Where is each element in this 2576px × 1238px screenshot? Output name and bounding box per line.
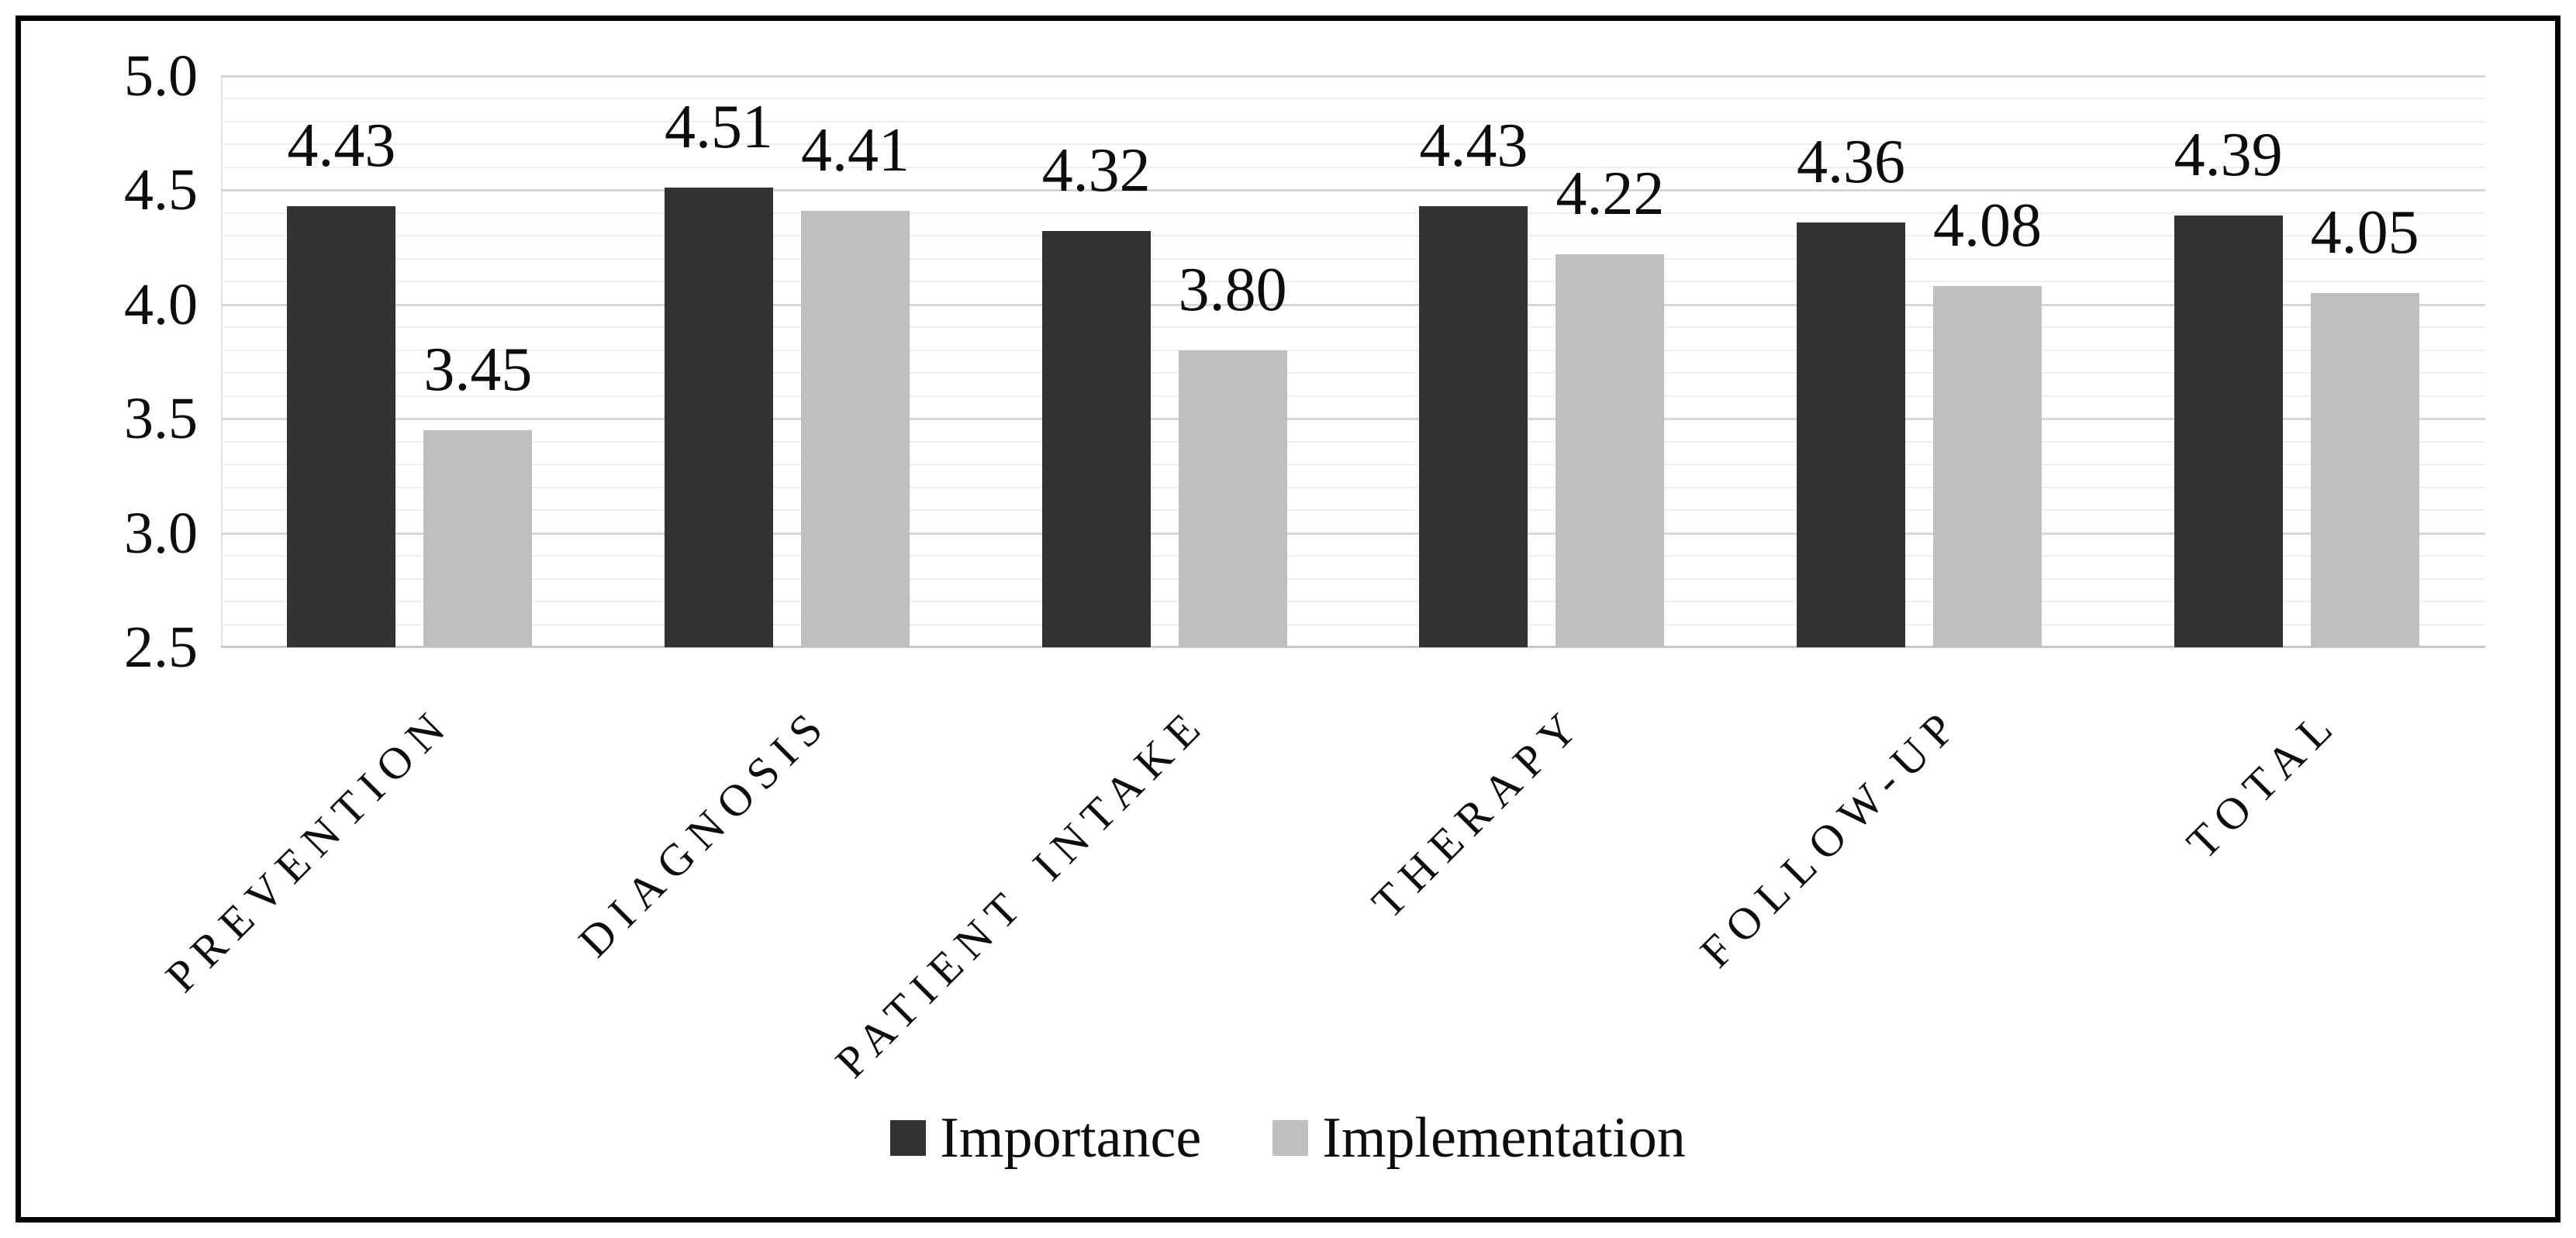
gridline-minor [221, 143, 2485, 146]
gridline-minor [221, 98, 2485, 100]
gridline-major [221, 418, 2485, 421]
legend-item: Implementation [1272, 1102, 1686, 1174]
x-axis-line [221, 646, 2485, 648]
gridline-minor [221, 578, 2485, 580]
gridline-minor [221, 601, 2485, 603]
legend-swatch-importance [890, 1120, 927, 1156]
y-tick-label: 2.5 [124, 615, 198, 680]
y-tick-label: 5.0 [124, 43, 198, 109]
gridline-minor [221, 281, 2485, 283]
bar-importance [1419, 206, 1528, 647]
bar-value-label: 4.41 [801, 116, 910, 184]
bar-implementation [423, 429, 533, 647]
bar-implementation [1933, 286, 2042, 647]
gridline-minor [221, 555, 2485, 557]
gridline-minor [221, 464, 2485, 466]
gridline-minor [221, 349, 2485, 351]
y-tick-label: 4.5 [124, 157, 198, 223]
gridline-minor [221, 509, 2485, 512]
gridline-major [221, 75, 2485, 78]
y-tick-label: 4.0 [124, 271, 198, 337]
bar-importance [287, 206, 396, 647]
bar-value-label: 4.22 [1556, 159, 1665, 228]
legend-label: Implementation [1322, 1106, 1686, 1170]
bar-importance [2174, 215, 2283, 647]
legend-label: Importance [940, 1106, 1202, 1170]
gridline-major [221, 532, 2485, 535]
gridline-major [221, 189, 2485, 192]
bar-implementation [801, 210, 910, 647]
bar-value-label: 4.43 [1419, 112, 1528, 181]
bar-value-label: 4.39 [2174, 120, 2283, 189]
gridline-minor [221, 166, 2485, 168]
gridline-minor [221, 372, 2485, 374]
bar-value-label: 4.36 [1797, 127, 1905, 196]
bar-importance [1041, 231, 1151, 647]
y-tick-label: 3.5 [124, 386, 198, 452]
bar-value-label: 3.45 [423, 335, 533, 404]
gridline-minor [221, 212, 2485, 214]
legend-item: Importance [890, 1102, 1201, 1174]
gridline-minor [221, 440, 2485, 443]
bar-importance [1797, 222, 1905, 647]
legend-swatch-implementation [1272, 1120, 1309, 1156]
y-axis-line [221, 76, 223, 647]
bar-implementation [1178, 350, 1287, 647]
gridline-minor [221, 623, 2485, 626]
gridline-minor [221, 235, 2485, 237]
gridline-major [221, 303, 2485, 306]
gridline-minor [221, 120, 2485, 122]
bar-value-label: 4.05 [2310, 198, 2419, 267]
y-tick-label: 3.0 [124, 500, 198, 566]
bar-value-label: 4.51 [665, 93, 773, 162]
plot-area: 4.43 3.45 4.51 4.41 4.32 3.80 4.43 4.22 4.36 4.08… [221, 75, 2485, 648]
gridline-minor [221, 395, 2485, 397]
bar-importance [665, 188, 773, 647]
bar-value-label: 3.80 [1178, 255, 1287, 324]
gridline-minor [221, 257, 2485, 260]
bar-implementation [2310, 293, 2419, 647]
chart-legend: Importance Implementation [0, 1102, 2576, 1174]
gridline-minor [221, 486, 2485, 488]
bar-implementation [1556, 253, 1665, 647]
bar-value-label: 4.08 [1933, 191, 2042, 260]
bar-value-label: 4.43 [287, 112, 396, 181]
bar-value-label: 4.32 [1041, 136, 1151, 205]
gridline-minor [221, 326, 2485, 329]
